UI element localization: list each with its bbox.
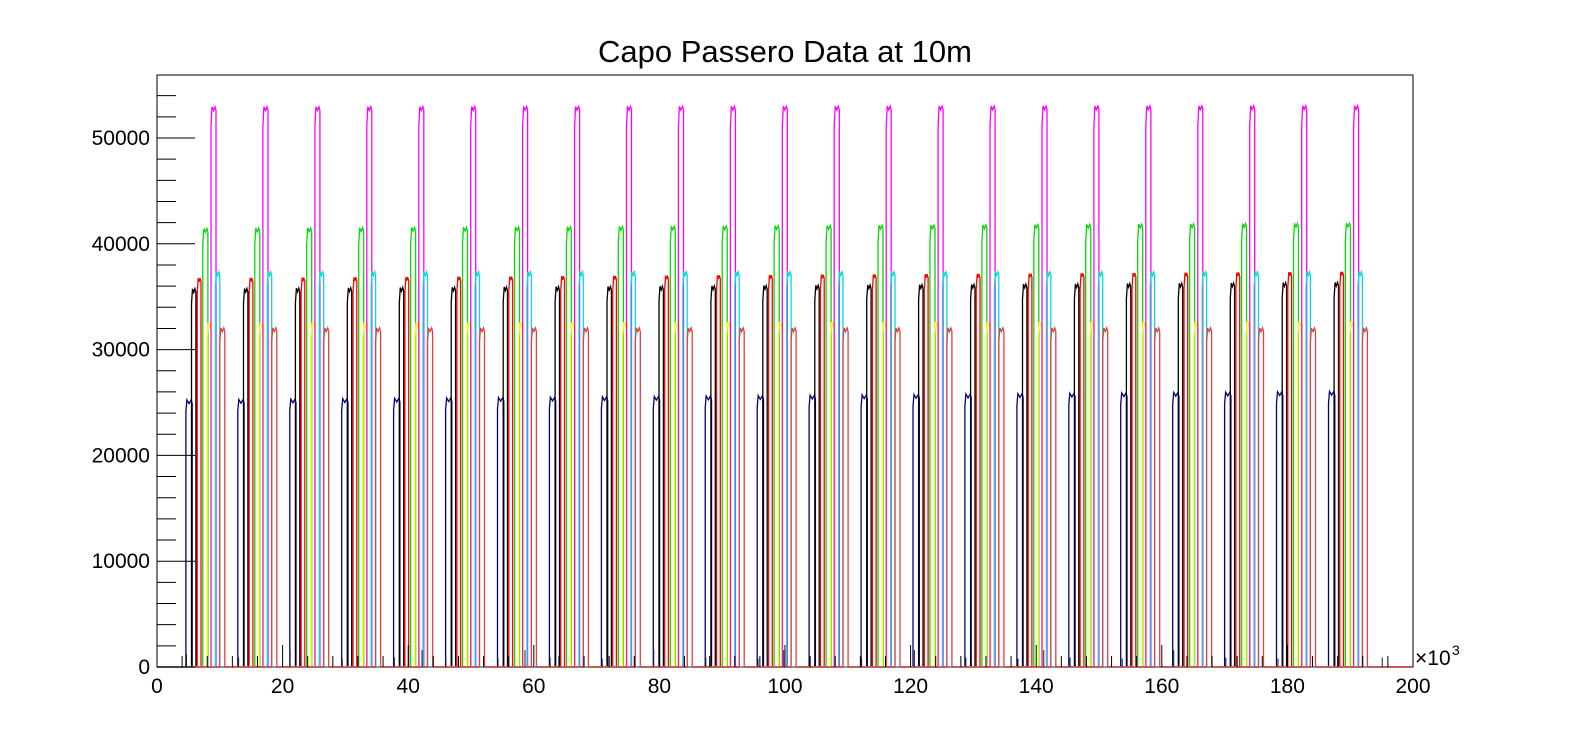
- x-tick-label: 60: [522, 675, 545, 698]
- x-tick-label: 20: [271, 675, 294, 698]
- y-tick-label: 0: [138, 656, 150, 679]
- series-black: [157, 280, 1413, 668]
- series-green: [157, 221, 1413, 668]
- x-tick-label: 180: [1270, 675, 1305, 698]
- x-tick-label: 120: [893, 675, 928, 698]
- x-multiplier-exponent: 3: [1452, 642, 1460, 658]
- series-salmon: [157, 325, 1413, 668]
- x-tick-label: 140: [1019, 675, 1054, 698]
- y-tick-label: 50000: [92, 127, 150, 150]
- series-layer: [157, 103, 1413, 668]
- x-tick-label: 160: [1144, 675, 1179, 698]
- x-tick-label: 80: [648, 675, 671, 698]
- series-cyan: [157, 269, 1413, 668]
- x-tick-label: 40: [397, 675, 420, 698]
- chart-title: Capo Passero Data at 10m: [598, 34, 972, 69]
- series-red: [157, 271, 1413, 668]
- x-tick-label: 200: [1395, 675, 1430, 698]
- axes-layer: 0 20 40 60 80 100 120 140 160 180 200 0 10000 20000 30…: [92, 95, 1431, 698]
- y-tick-label: 30000: [92, 339, 150, 362]
- y-tick-label: 20000: [92, 444, 150, 467]
- series-magenta: [157, 103, 1413, 668]
- x-tick-label: 0: [151, 675, 163, 698]
- spike-layer: [186, 650, 1383, 667]
- series-navy: [157, 389, 1413, 668]
- x-multiplier-label: ×10: [1415, 647, 1451, 670]
- y-tick-label: 10000: [92, 550, 150, 573]
- y-tick-label: 40000: [92, 233, 150, 256]
- x-axis-multiplier: ×10 3: [1415, 642, 1460, 670]
- x-tick-label: 100: [767, 675, 802, 698]
